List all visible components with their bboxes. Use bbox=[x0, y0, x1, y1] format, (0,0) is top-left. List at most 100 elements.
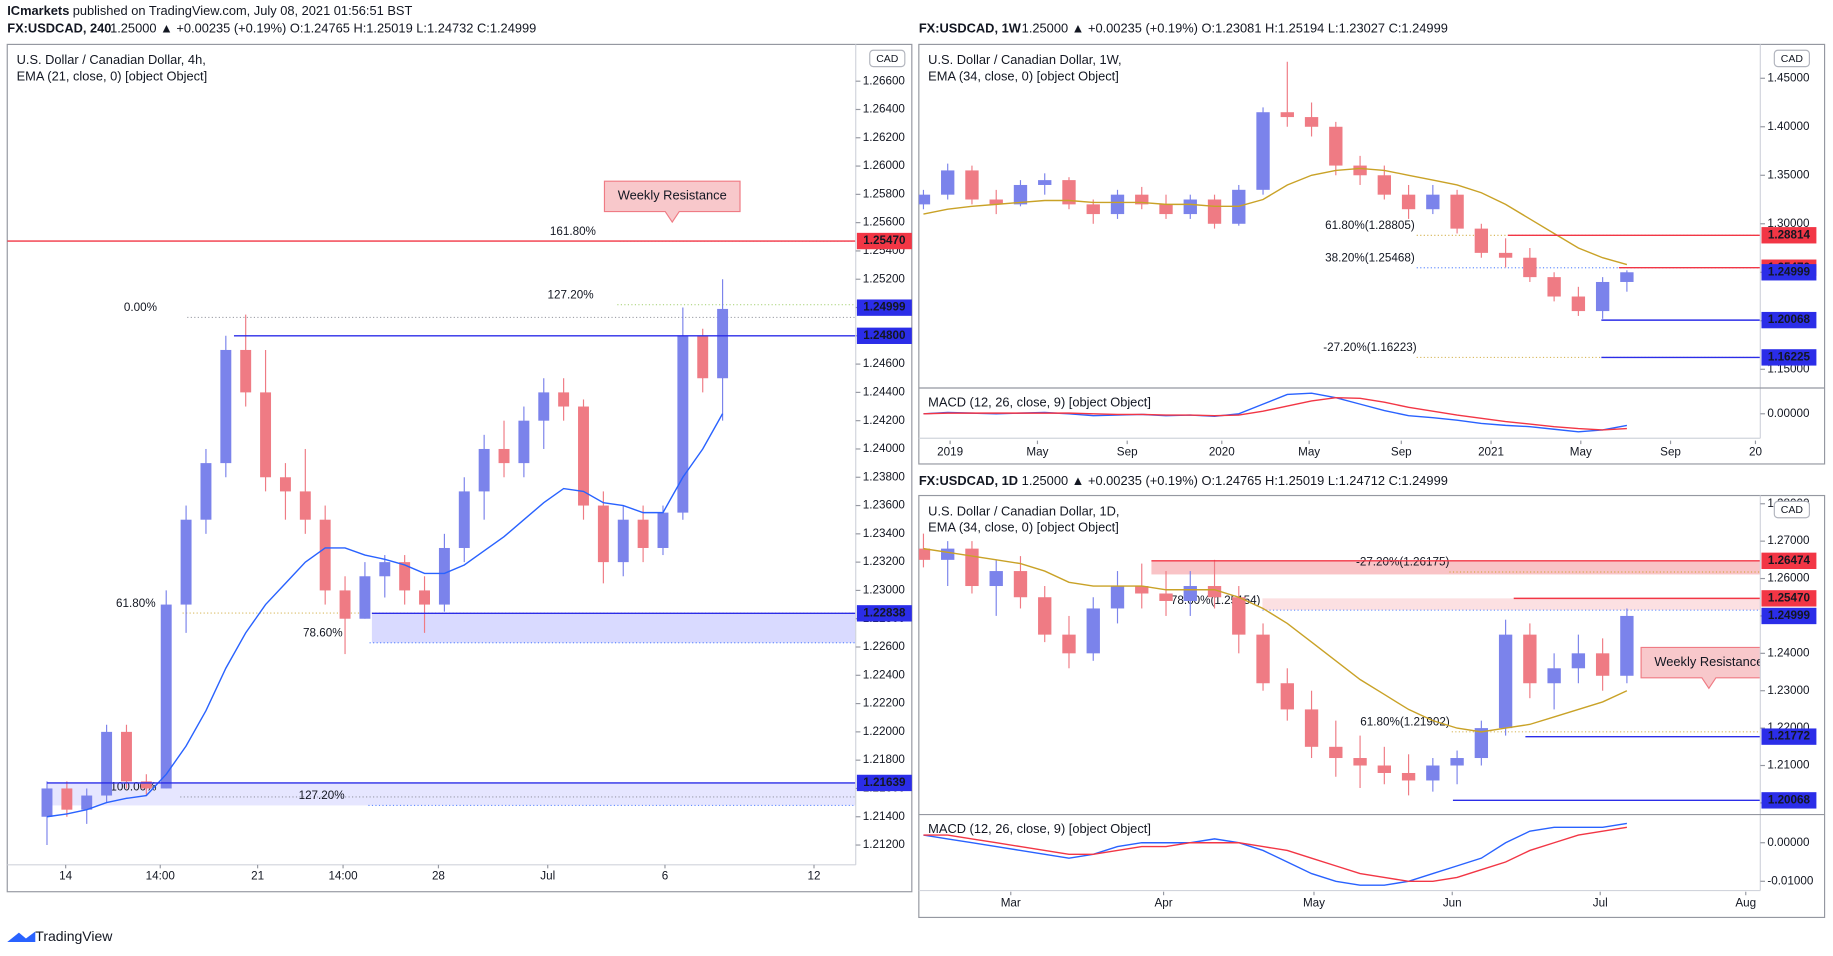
candle-body bbox=[965, 170, 979, 200]
fib-label: -27.20%(1.16223) bbox=[1323, 341, 1417, 354]
x-tick-label: 28 bbox=[432, 870, 445, 883]
currency: CAD bbox=[876, 53, 899, 65]
candle-body bbox=[1232, 597, 1246, 635]
candle-body bbox=[240, 349, 252, 393]
price-label: 1.20068 bbox=[1768, 313, 1811, 326]
candle-body bbox=[578, 406, 589, 506]
x-tick-label: Sep bbox=[1660, 445, 1681, 458]
x-tick-label: Sep bbox=[1117, 445, 1138, 458]
candle-body bbox=[1450, 758, 1464, 766]
candle-body bbox=[1377, 175, 1391, 195]
candle-body bbox=[617, 519, 629, 563]
zone bbox=[1151, 560, 1761, 575]
candle-body bbox=[180, 519, 192, 605]
quote: 1.25000 ▲ +0.00235 (+0.19%) O:1.24765 H:… bbox=[1022, 473, 1448, 488]
symbol: FX:USDCAD, 240 bbox=[7, 21, 111, 36]
candle-body bbox=[419, 590, 430, 605]
price-label-box bbox=[856, 605, 912, 622]
price-label: 1.20068 bbox=[1768, 793, 1811, 806]
candle-body bbox=[1159, 204, 1173, 215]
macd-title: MACD (12, 26, close, 9) [object Object] bbox=[928, 821, 1151, 836]
fib-label: 161.80% bbox=[550, 225, 596, 238]
price-label: 1.28814 bbox=[1768, 228, 1811, 241]
candle-body bbox=[918, 194, 931, 205]
zone bbox=[371, 613, 856, 643]
candle-body bbox=[260, 392, 272, 478]
y-tick-label: 1.25600 bbox=[863, 216, 906, 229]
signal-line bbox=[923, 826, 1628, 882]
y-tick-label: 1.24000 bbox=[1767, 646, 1810, 659]
x-tick-label: Sep bbox=[1391, 445, 1412, 458]
candle-body bbox=[1110, 194, 1125, 215]
y-tick-label: 1.23200 bbox=[863, 555, 906, 568]
y-tick-label: 1.21200 bbox=[863, 838, 906, 851]
candle-body bbox=[359, 576, 371, 619]
price-pane: -27.20%(1.26175)78.60%(1.25154)61.80%(1.… bbox=[918, 533, 1761, 802]
price-label-box bbox=[856, 299, 912, 316]
y-tick-label: 1.26200 bbox=[863, 131, 906, 144]
y-tick-label: 1.27000 bbox=[1767, 534, 1810, 547]
y-tick-label: 1.23000 bbox=[863, 583, 906, 596]
chart-title: U.S. Dollar / Canadian Dollar, 1D, bbox=[928, 503, 1119, 518]
candle-body bbox=[1110, 586, 1125, 609]
ema-line bbox=[923, 167, 1628, 266]
y-tick-label: 1.40000 bbox=[1767, 120, 1810, 133]
x-tick-label: 2019 bbox=[937, 445, 963, 458]
candle-body bbox=[989, 199, 1003, 205]
x-tick-label: 6 bbox=[662, 870, 669, 883]
candle-body bbox=[1401, 772, 1416, 781]
candle-body bbox=[1256, 112, 1270, 190]
y-tick-label: 1.22400 bbox=[863, 668, 906, 681]
candle-body bbox=[1426, 765, 1440, 781]
candle-body bbox=[81, 795, 93, 810]
candle-body bbox=[1256, 634, 1270, 684]
panel-frame bbox=[918, 494, 1826, 919]
x-tick-label: Jun bbox=[1443, 896, 1462, 909]
candle-body bbox=[697, 335, 709, 379]
candle-body bbox=[1498, 634, 1513, 729]
x-tick-label: 14:00 bbox=[146, 870, 176, 883]
panel-frame bbox=[6, 43, 913, 893]
candle-body bbox=[1474, 728, 1489, 759]
y-tick-label: 1.23800 bbox=[863, 470, 906, 483]
x-tick-label: May bbox=[1570, 445, 1592, 458]
chart-subtitle: EMA (21, close, 0) [object Object] bbox=[17, 69, 208, 84]
price-label-box bbox=[1761, 552, 1817, 569]
x-tick-label: 12 bbox=[808, 870, 821, 883]
candle-body bbox=[399, 562, 411, 591]
candle-body bbox=[1280, 683, 1294, 710]
candle-body bbox=[1038, 597, 1052, 635]
candle-body bbox=[1207, 199, 1222, 224]
candle-body bbox=[1498, 252, 1513, 258]
candle-body bbox=[677, 335, 689, 513]
candle-body bbox=[538, 392, 550, 421]
candle-body bbox=[140, 781, 152, 789]
candle-body bbox=[1426, 194, 1440, 210]
price-label: 1.25470 bbox=[863, 234, 906, 247]
x-tick-label: May bbox=[1026, 445, 1048, 458]
y-tick-label: -0.01000 bbox=[1767, 874, 1814, 887]
candle-body bbox=[1086, 608, 1100, 654]
candle-body bbox=[657, 512, 669, 548]
fib-label: 61.80%(1.28805) bbox=[1325, 219, 1415, 232]
candle-body bbox=[1401, 194, 1416, 210]
y-tick-label: 1.24400 bbox=[863, 385, 906, 398]
x-tick-label: Jul bbox=[1593, 896, 1608, 909]
fib-label: -27.20%(1.26175) bbox=[1356, 556, 1450, 569]
y-tick-label: 1.26000 bbox=[863, 159, 906, 172]
x-tick-label: May bbox=[1303, 896, 1325, 909]
candle-body bbox=[989, 571, 1003, 587]
candle-body bbox=[1329, 746, 1343, 759]
candle-body bbox=[41, 788, 53, 817]
candle-body bbox=[1159, 593, 1173, 601]
brand: TradingView bbox=[35, 928, 113, 944]
candle-body bbox=[1304, 117, 1319, 127]
quote: 1.25000 ▲ +0.00235 (+0.19%) O:1.23081 H:… bbox=[1022, 21, 1448, 36]
candle-body bbox=[1474, 228, 1489, 253]
price-label-box bbox=[1761, 227, 1817, 244]
currency-box bbox=[1773, 500, 1810, 519]
chart-title: U.S. Dollar / Canadian Dollar, 4h, bbox=[17, 52, 206, 67]
candle-body bbox=[1547, 668, 1561, 684]
callout-box bbox=[1640, 646, 1761, 690]
